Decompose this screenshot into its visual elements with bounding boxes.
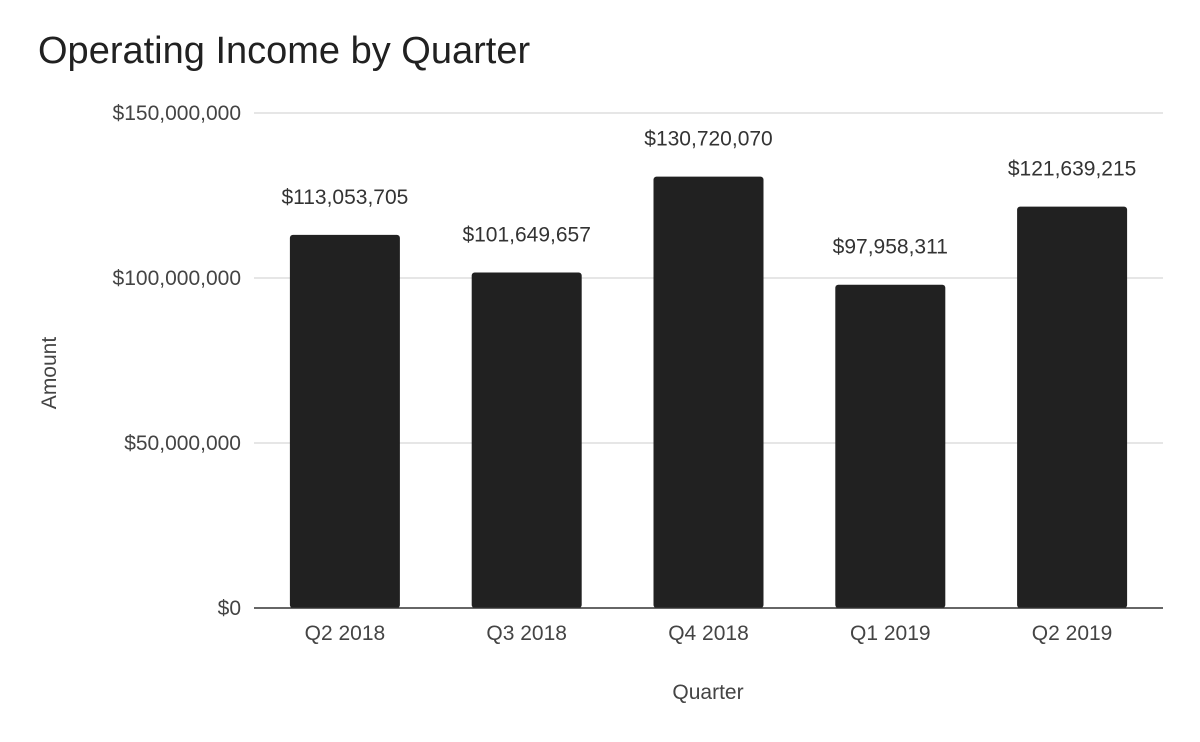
x-tick-label: Q4 2018 bbox=[668, 622, 749, 645]
x-axis-ticks: Q2 2018 Q3 2018 Q4 2018 Q1 2019 Q2 2019 bbox=[305, 622, 1113, 645]
y-tick-label: $150,000,000 bbox=[113, 102, 241, 125]
bar bbox=[653, 176, 764, 608]
data-label: $97,958,311 bbox=[833, 236, 948, 259]
bar bbox=[1017, 206, 1128, 609]
y-axis-ticks: $0 $50,000,000 $100,000,000 $150,000,000 bbox=[113, 102, 241, 620]
y-tick-label: $100,000,000 bbox=[113, 267, 241, 290]
x-tick-label: Q1 2019 bbox=[850, 622, 931, 645]
y-tick-label: $50,000,000 bbox=[124, 432, 241, 455]
data-label: $101,649,657 bbox=[462, 224, 590, 247]
bar bbox=[471, 272, 582, 608]
y-axis-title: Amount bbox=[38, 337, 61, 410]
x-tick-label: Q2 2018 bbox=[305, 622, 386, 645]
bars bbox=[289, 176, 1128, 609]
x-tick-label: Q2 2019 bbox=[1032, 622, 1113, 645]
bar bbox=[289, 234, 400, 608]
data-label: $113,053,705 bbox=[281, 186, 408, 209]
bar bbox=[835, 284, 946, 608]
data-label: $130,720,070 bbox=[644, 128, 772, 151]
data-labels: $113,053,705 $101,649,657 $130,720,070 $97,… bbox=[281, 128, 1136, 259]
data-label: $121,639,215 bbox=[1008, 158, 1136, 181]
x-axis-title: Quarter bbox=[672, 681, 743, 704]
x-tick-label: Q3 2018 bbox=[486, 622, 567, 645]
chart-title: Operating Income by Quarter bbox=[38, 30, 531, 72]
y-tick-label: $0 bbox=[218, 597, 241, 620]
